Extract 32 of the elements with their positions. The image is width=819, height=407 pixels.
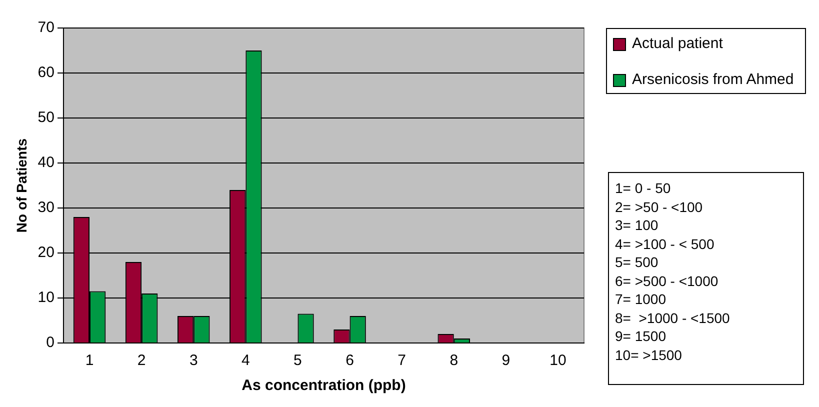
- x-tick-label: 8: [450, 352, 458, 370]
- y-tick-label: 50: [38, 109, 54, 126]
- y-tick-label: 70: [38, 19, 54, 36]
- x-tick-label: 9: [502, 352, 510, 370]
- y-tick-label: 40: [38, 154, 54, 172]
- x-tick-label: 6: [346, 352, 354, 370]
- x-tick-label: 3: [189, 352, 198, 370]
- text: 9= 1500: [615, 327, 667, 346]
- legend-label: Arsenicosis from Ahmed: [632, 71, 794, 89]
- y-tick-label: 10: [38, 289, 54, 306]
- x-tick-label: 5: [294, 352, 302, 370]
- text: 5= 500: [615, 253, 660, 272]
- legend-label: Actual patient: [632, 35, 723, 53]
- y-tick-label: 30: [38, 199, 54, 216]
- text: 3= 100: [615, 216, 660, 234]
- text: 1= 0 - 50: [615, 179, 672, 198]
- text: 2= >50 - <100: [615, 198, 704, 216]
- x-tick-label: 10: [550, 352, 566, 370]
- x-tick-label: 1: [85, 352, 94, 370]
- y-tick-label: 60: [38, 64, 54, 82]
- text: 10= >1500: [615, 346, 683, 364]
- x-tick-label: 7: [398, 352, 406, 370]
- text: 6= >500 - <1000: [615, 272, 720, 290]
- x-tick-label: 2: [137, 352, 146, 370]
- y-tick-label: 20: [38, 244, 54, 262]
- text: 7= 1000: [615, 290, 667, 308]
- text: 8= >1000 - <1500: [615, 308, 731, 327]
- x-axis-title: As concentration (ppb): [242, 377, 406, 394]
- x-tick-label: 4: [241, 352, 250, 370]
- y-tick-label: 0: [46, 334, 54, 352]
- text: 4= >100 - < 500: [615, 234, 716, 253]
- y-axis-title: No of Patients: [13, 138, 30, 233]
